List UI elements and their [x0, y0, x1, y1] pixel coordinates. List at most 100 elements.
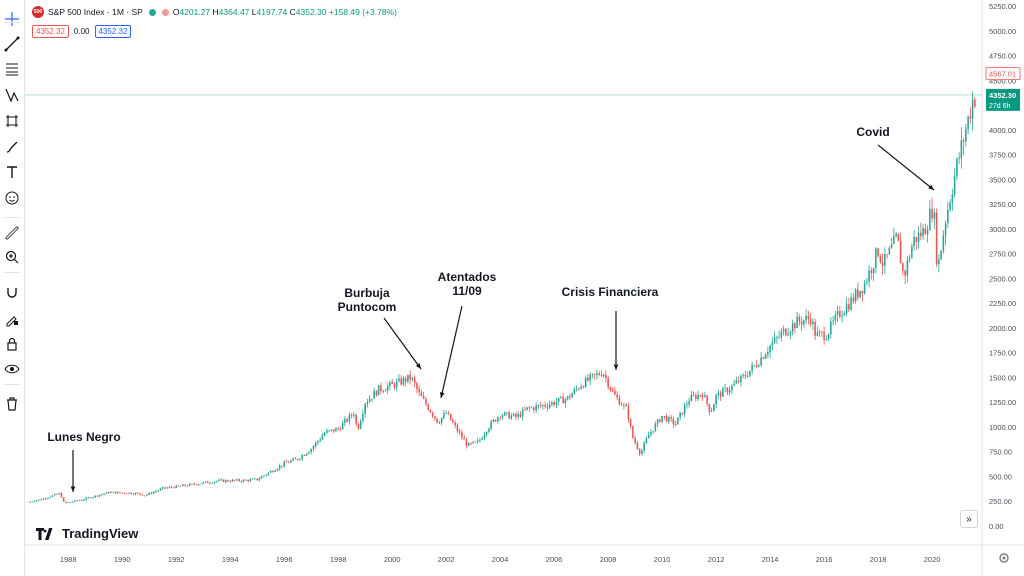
candle-body [38, 499, 40, 501]
candle-body [438, 422, 441, 424]
candle-body [616, 394, 618, 398]
candle-body [519, 413, 522, 417]
candle-body [544, 405, 546, 407]
candle-body [652, 431, 654, 432]
candle-body [389, 382, 391, 387]
candle-body [704, 395, 706, 398]
ask-button[interactable]: 4352.32 [94, 25, 132, 38]
candle-body [434, 416, 436, 419]
candle-body [76, 500, 78, 502]
symbol-badge: 500 [32, 6, 44, 18]
candle-body [890, 243, 893, 248]
text-icon [7, 166, 17, 178]
measure-tool[interactable] [3, 112, 21, 130]
fib-tool[interactable] [3, 60, 21, 78]
candle-body [958, 157, 960, 160]
candle-body [800, 321, 803, 325]
candle-body [233, 479, 236, 481]
candle-body [733, 383, 735, 386]
price-tick-label: 3000.00 [989, 225, 1016, 234]
lock-tool[interactable] [3, 335, 21, 353]
candle-body [924, 228, 927, 235]
brush-tool[interactable] [3, 138, 21, 156]
candle-body [344, 419, 346, 424]
candle-body [177, 485, 180, 487]
trash-tool[interactable] [3, 395, 21, 413]
candle-body [537, 405, 540, 406]
candle-body [872, 268, 875, 274]
candle-body [92, 497, 94, 499]
ruler-tool[interactable] [3, 224, 21, 242]
candle-body [94, 495, 96, 498]
candle-body [213, 481, 216, 483]
candle-body [578, 388, 580, 390]
candle-body [753, 365, 756, 366]
bid-button[interactable]: 4352.32 [32, 25, 69, 38]
crosshair-tool[interactable] [3, 10, 21, 28]
candle-body [65, 501, 67, 503]
candle-body [508, 412, 510, 419]
candle-body [42, 498, 45, 500]
candle-body [683, 405, 686, 415]
candle-body [402, 378, 405, 385]
candle-body [164, 487, 166, 489]
gear-icon[interactable] [998, 552, 1010, 564]
annotation-atentados: 11/09 [452, 284, 482, 298]
crosshair-icon [5, 12, 19, 26]
magnet-tool[interactable] [3, 284, 21, 302]
candle-body [755, 365, 758, 367]
candle-body [602, 374, 605, 376]
time-tick-label: 1996 [276, 555, 293, 564]
candle-body [560, 396, 562, 398]
pattern-tool[interactable] [3, 86, 21, 104]
candle-body [974, 99, 976, 107]
candle-body [888, 247, 891, 255]
toolbar-divider [4, 217, 20, 218]
candle-body [465, 439, 468, 446]
candle-body [917, 232, 920, 242]
price-tick-label: 1500.00 [989, 373, 1016, 382]
candle-body [701, 395, 704, 398]
text-tool[interactable] [3, 163, 21, 181]
candle-body [951, 194, 954, 203]
eye-tool[interactable] [3, 360, 21, 378]
lock-drawings-tool[interactable] [3, 310, 21, 328]
zoom-tool[interactable] [3, 248, 21, 266]
candle-body [204, 481, 207, 483]
candle-body [53, 494, 56, 496]
emoji-icon [5, 191, 19, 205]
price-tick-label: 0.00 [989, 522, 1004, 531]
arrow-covid-head [928, 184, 934, 190]
arrow-covid [877, 144, 935, 191]
price-tick-label: 1250.00 [989, 398, 1016, 407]
candle-body [323, 432, 326, 436]
candle-body [395, 381, 398, 388]
candle-body [110, 492, 112, 494]
candle-body [227, 480, 229, 482]
candle-body [850, 297, 852, 310]
lock-drawings-icon [6, 316, 18, 327]
candle-body [609, 387, 612, 390]
symbol-title[interactable]: S&P 500 Index · 1M · SP [48, 7, 143, 17]
trend-line-tool[interactable] [3, 35, 21, 53]
last-price-label-box [986, 88, 1020, 111]
scroll-to-realtime-button[interactable]: » [960, 510, 978, 528]
toolbar-divider [4, 22, 20, 23]
candle-body [202, 482, 204, 484]
candle-body [515, 413, 517, 417]
candle-body [812, 321, 814, 325]
price-tick-label: 2250.00 [989, 299, 1016, 308]
emoji-tool[interactable] [3, 189, 21, 207]
candle-body [623, 404, 625, 406]
candle-body [636, 442, 639, 449]
candle-body [220, 479, 222, 481]
price-tick-label: 2750.00 [989, 250, 1016, 259]
candle-body [44, 498, 47, 500]
candle-body [825, 339, 828, 341]
candle-body [112, 491, 114, 493]
candle-body [530, 407, 533, 409]
candle-body [418, 389, 420, 393]
candle-body [969, 116, 972, 119]
candle-body [719, 392, 722, 397]
